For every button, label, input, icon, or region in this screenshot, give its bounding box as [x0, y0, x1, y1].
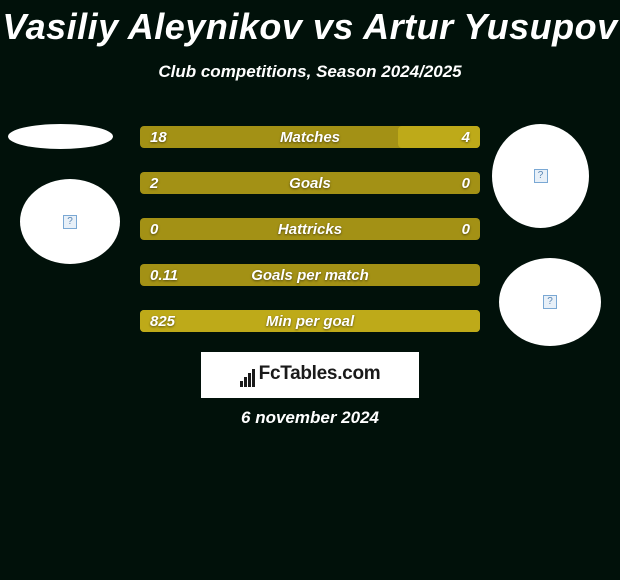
- placeholder-icon: [534, 169, 548, 183]
- stat-right-value: 4: [390, 129, 480, 146]
- comparison-stats: 18Matches42Goals00Hattricks00.11Goals pe…: [140, 126, 480, 356]
- stat-label: Hattricks: [230, 221, 390, 238]
- page-title: Vasiliy Aleynikov vs Artur Yusupov: [0, 0, 620, 48]
- stat-left-value: 2: [140, 175, 230, 192]
- stat-left-value: 18: [140, 129, 230, 146]
- decorative-bubble: [492, 124, 589, 228]
- stat-right-value: 0: [390, 221, 480, 238]
- stat-row: 18Matches4: [140, 126, 480, 148]
- date-text: 6 november 2024: [0, 408, 620, 428]
- stat-left-value: 0.11: [140, 267, 230, 284]
- stat-right-value: 0: [390, 175, 480, 192]
- stat-label: Goals: [230, 175, 390, 192]
- decorative-bubble: [20, 179, 120, 264]
- placeholder-icon: [63, 215, 77, 229]
- decorative-bubble: [8, 124, 113, 149]
- subtitle: Club competitions, Season 2024/2025: [0, 62, 620, 82]
- stat-label: Min per goal: [230, 313, 390, 330]
- stat-row: 0.11Goals per match: [140, 264, 480, 286]
- stat-label: Goals per match: [230, 267, 390, 284]
- logo-box: FcTables.com: [201, 352, 419, 398]
- stat-left-value: 825: [140, 313, 230, 330]
- stat-row: 0Hattricks0: [140, 218, 480, 240]
- logo-text: FcTables.com: [259, 363, 381, 384]
- stat-left-value: 0: [140, 221, 230, 238]
- stat-label: Matches: [230, 129, 390, 146]
- logo: FcTables.com: [240, 363, 381, 387]
- stat-row: 825Min per goal: [140, 310, 480, 332]
- placeholder-icon: [543, 295, 557, 309]
- decorative-bubble: [499, 258, 601, 346]
- logo-bars-icon: [240, 365, 256, 387]
- stat-row: 2Goals0: [140, 172, 480, 194]
